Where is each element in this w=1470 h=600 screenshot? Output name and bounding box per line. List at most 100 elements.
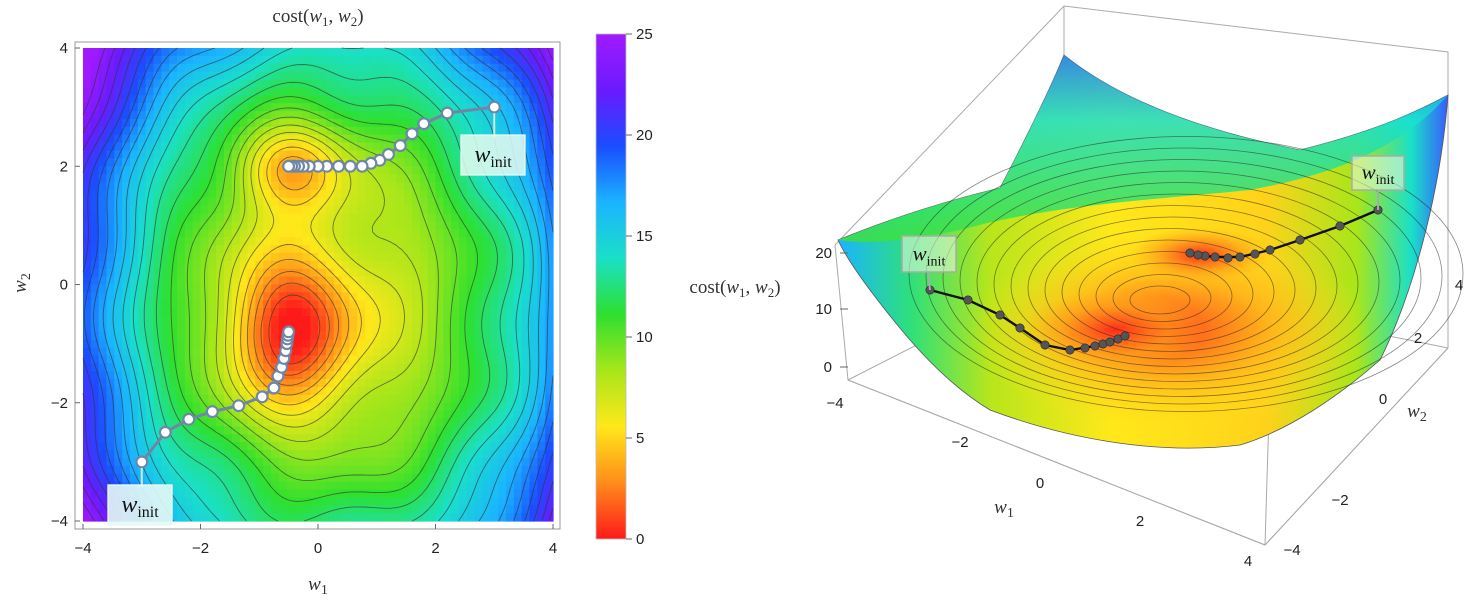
winit-box bbox=[1351, 155, 1405, 191]
path-point bbox=[343, 159, 357, 173]
path-point bbox=[417, 117, 431, 131]
colorbar-tick-label: 0 bbox=[636, 531, 644, 548]
path-point-3d bbox=[1223, 253, 1233, 263]
x-tick-label: 0 bbox=[314, 540, 322, 557]
path-point bbox=[205, 405, 219, 419]
winit-label: winit bbox=[474, 142, 512, 171]
winit-labels-3d: winit winit bbox=[901, 155, 1405, 291]
surface-contour bbox=[942, 159, 1422, 397]
winit-label: winit bbox=[121, 492, 159, 521]
path-point-3d bbox=[963, 295, 973, 305]
path-point bbox=[282, 159, 296, 173]
path-point-3d bbox=[1250, 249, 1260, 259]
chart-title: cost(w1, w2) bbox=[272, 6, 363, 29]
surface-contour bbox=[925, 147, 1443, 405]
surface-contour bbox=[976, 182, 1380, 382]
winit-box bbox=[107, 484, 173, 526]
path-point bbox=[393, 139, 407, 153]
path-point-3d bbox=[1090, 341, 1100, 351]
winit-label: winit bbox=[913, 241, 946, 269]
surface-contour bbox=[1078, 251, 1254, 337]
x-tick-label: −4 bbox=[74, 540, 91, 557]
colorbar bbox=[595, 33, 627, 540]
surface-back-wall bbox=[838, 55, 1448, 242]
surface-contours bbox=[908, 136, 1464, 412]
z-axis-label: cost(w1, w2) bbox=[689, 277, 780, 300]
surface-contour bbox=[1112, 274, 1212, 322]
x-axis-ticks-3d: −4 −2 0 2 4 bbox=[826, 395, 1252, 570]
colorbar-tick-label: 15 bbox=[636, 228, 653, 245]
x-tick-label: 2 bbox=[431, 540, 439, 557]
path-point bbox=[232, 399, 246, 413]
winit-labels: winit winit bbox=[107, 113, 526, 526]
x-tick-label: −2 bbox=[192, 540, 209, 557]
y-tick-label: −2 bbox=[51, 395, 68, 412]
path-point-3d bbox=[1235, 252, 1245, 262]
y-axis-ticks-3d: −4 −2 0 2 4 bbox=[1283, 277, 1463, 559]
bounding-box-front bbox=[847, 347, 1449, 546]
surface-contour bbox=[1044, 228, 1296, 352]
x3d-tick-label: −4 bbox=[826, 395, 843, 412]
y-tick-label: 4 bbox=[60, 40, 68, 57]
y3d-tick-label: −4 bbox=[1283, 542, 1300, 559]
z-tick-label: 0 bbox=[824, 359, 832, 376]
path-point bbox=[255, 390, 269, 404]
path-point-3d bbox=[1185, 248, 1195, 258]
path-point-3d bbox=[1193, 250, 1203, 260]
z-tick-label: 10 bbox=[815, 301, 832, 318]
surface-contour bbox=[1061, 239, 1275, 345]
surface-contour bbox=[1129, 285, 1191, 315]
path-point bbox=[267, 381, 281, 395]
colorbar-tick-label: 25 bbox=[636, 26, 653, 43]
x-axis-label-3d: w1 bbox=[994, 497, 1014, 521]
y-axis-label-3d: w2 bbox=[1407, 401, 1427, 425]
path-point-3d bbox=[1210, 252, 1220, 262]
path-point bbox=[135, 455, 149, 469]
surface-contour bbox=[1010, 205, 1338, 367]
winit-leader bbox=[927, 271, 931, 291]
y-axis-ticks: −4 −2 0 2 4 bbox=[51, 40, 80, 530]
path-point bbox=[332, 159, 346, 173]
surface-contour bbox=[1027, 216, 1317, 360]
surface-chart: 0 10 20 −4 −2 0 2 4 −4 −2 0 2 4 cost(w1, w2) w1 w2… bbox=[689, 5, 1464, 570]
descent-paths bbox=[135, 100, 501, 469]
path-point-3d bbox=[1080, 343, 1090, 353]
surface-contour bbox=[1095, 262, 1233, 330]
path-point bbox=[158, 425, 172, 439]
z-tick-label: 20 bbox=[815, 245, 832, 262]
z-axis-ticks: 0 10 20 bbox=[815, 245, 848, 376]
x3d-tick-label: −2 bbox=[951, 434, 968, 451]
x3d-tick-label: 4 bbox=[1244, 553, 1252, 570]
x3d-tick-label: 0 bbox=[1036, 475, 1044, 492]
colorbar-tick-label: 20 bbox=[636, 127, 653, 144]
path-point-3d bbox=[995, 310, 1005, 320]
y-tick-label: −4 bbox=[51, 513, 68, 530]
y3d-tick-label: 0 bbox=[1379, 391, 1387, 408]
path-point-3d bbox=[1120, 331, 1130, 341]
path-point-3d bbox=[1265, 245, 1275, 255]
path-point bbox=[487, 100, 501, 114]
x3d-tick-label: 2 bbox=[1136, 513, 1144, 530]
surface-contour bbox=[908, 136, 1464, 412]
y3d-tick-label: −2 bbox=[1331, 492, 1348, 509]
path-point bbox=[405, 127, 419, 141]
path-point bbox=[382, 147, 396, 161]
colorbar-tick-label: 10 bbox=[636, 329, 653, 346]
lower-minimum-well bbox=[1025, 290, 1205, 370]
y-tick-label: 0 bbox=[60, 277, 68, 294]
path-point-3d bbox=[1295, 235, 1305, 245]
path-point-3d bbox=[1065, 345, 1075, 355]
y3d-tick-label: 4 bbox=[1455, 277, 1463, 294]
path-point bbox=[282, 325, 296, 339]
x-tick-label: 4 bbox=[549, 540, 557, 557]
path-point-3d bbox=[1105, 337, 1115, 347]
path-point-3d bbox=[1015, 323, 1025, 333]
path-point-3d bbox=[1335, 221, 1345, 231]
x-axis-label: w1 bbox=[308, 574, 328, 598]
y-axis-label: w2 bbox=[10, 273, 34, 293]
path-point-3d bbox=[1040, 340, 1050, 350]
winit-box bbox=[460, 134, 526, 176]
y3d-tick-label: 2 bbox=[1414, 330, 1422, 347]
winit-box bbox=[901, 235, 957, 273]
